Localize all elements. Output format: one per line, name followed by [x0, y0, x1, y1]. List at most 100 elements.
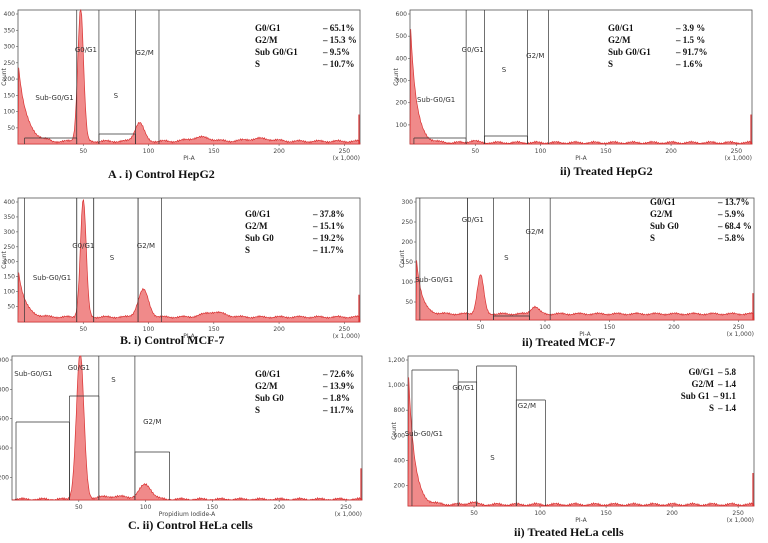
- y-axis-title: Count: [391, 421, 398, 439]
- stats-value: – 15.1%: [313, 221, 345, 231]
- stats-row: S – 1.6%: [608, 58, 708, 70]
- x-tick-label: 250: [339, 148, 351, 155]
- panel-control-hela: 1,000 800 600 400 200 Count 50 100 150 200 250 Prop…: [0, 352, 380, 543]
- stats-label: G2/M: [650, 209, 673, 219]
- stats-label: S: [708, 403, 714, 413]
- stats-value: – 15.3 %: [323, 35, 357, 45]
- stats-row: G2/M – 13.9%: [255, 380, 355, 392]
- x-tick-label: 50: [79, 326, 87, 333]
- stats-row: G2/M – 1.4: [646, 378, 737, 390]
- stats-value: – 91.7%: [676, 47, 708, 57]
- stats-value: – 13.7%: [718, 197, 750, 207]
- y-tick-label: 100: [402, 279, 414, 286]
- x-tick-label: 200: [273, 504, 285, 511]
- stats-row: S – 10.7%: [255, 58, 357, 70]
- x-tick-label: 100: [535, 148, 547, 155]
- stats-value: – 1.6%: [676, 59, 703, 69]
- stats-label: G0/G1: [650, 197, 676, 207]
- gate-label: S: [504, 254, 509, 262]
- stats-row: G0/G1 – 13.7%: [650, 196, 752, 208]
- gate-label: S: [111, 376, 116, 384]
- x-tick-label: 150: [207, 504, 219, 511]
- y-tick-label: 100: [396, 122, 408, 129]
- gate-label: Sub-G0/G1: [33, 274, 71, 282]
- stats-row: Sub G0 – 1.8%: [255, 392, 355, 404]
- stats-label: S: [650, 233, 656, 243]
- stats-value: – 1.4: [718, 403, 736, 413]
- x-scale-note: (x 1,000): [727, 517, 754, 524]
- stats-value: – 1.5 %: [676, 35, 706, 45]
- y-axis-title: Count: [1, 250, 8, 268]
- stats-row: Sub G0 – 68.4 %: [650, 220, 752, 232]
- x-scale-note: (x 1,000): [333, 155, 360, 162]
- x-tick-label: 100: [534, 510, 546, 517]
- x-tick-label: 100: [140, 504, 152, 511]
- stats-box: G0/G1 – 72.6% G2/M – 13.9% Sub G0 – 1.8% S – 11…: [255, 368, 355, 416]
- gate-label: G2/M: [137, 242, 155, 250]
- gate-label: G0/G1: [68, 364, 90, 372]
- stats-row: S – 5.8%: [650, 232, 752, 244]
- gate-label: Sub-G0/G1: [14, 370, 52, 378]
- panel-control-hepg2: 400 350 300 250 200 150 100 50 Count 50 100 150 200 2…: [0, 0, 380, 185]
- stats-row: G0/G1 – 3.9 %: [608, 22, 708, 34]
- gate-label: G2/M: [135, 49, 153, 57]
- histogram-area: [407, 377, 755, 507]
- gate-label: G0/G1: [72, 242, 94, 250]
- y-tick-label: 300: [4, 44, 16, 51]
- x-scale-note: (x 1,000): [333, 333, 360, 340]
- stats-value: – 19.2%: [313, 233, 345, 243]
- stats-value: – 13.9%: [323, 381, 355, 391]
- stats-row: S – 11.7%: [245, 244, 345, 256]
- x-tick-label: 250: [732, 510, 744, 517]
- stats-row: Sub G0/G1 – 91.7%: [608, 46, 708, 58]
- panel-treated-mcf7: 300 250 200 150 100 50 Count 50 100 150 200 250 PI-A…: [392, 188, 768, 350]
- gate-label: G2/M: [526, 228, 544, 236]
- gate-label: G2/M: [526, 52, 544, 60]
- x-axis-title: PI-A: [575, 517, 587, 524]
- histogram-treated-hepg2: 600 500 400 300 200 100 Count 50 100 150 200 250 PI-…: [393, 9, 753, 162]
- stats-label: Sub G0/G1: [608, 47, 651, 57]
- y-tick-label: 400: [4, 11, 16, 18]
- stats-label: Sub G1: [680, 391, 710, 401]
- y-tick-label: 1,000: [0, 357, 9, 364]
- histogram-treated-hela: 1,200 1,000 800 600 400 200 Count 50 100 150 200 25…: [388, 355, 755, 524]
- stats-value: – 3.9 %: [676, 23, 706, 33]
- x-tick-label: 100: [539, 324, 551, 331]
- histogram-control-hela: 1,000 800 600 400 200 Count 50 100 150 200 250 Prop…: [0, 355, 363, 518]
- y-axis-title: Count: [393, 67, 400, 85]
- gate-label: G2/M: [143, 418, 161, 426]
- x-tick-label: 50: [79, 148, 87, 155]
- panel-control-mcf7: 400 350 300 250 200 150 100 50 Count 50 100 150 200 2…: [0, 190, 380, 350]
- stats-box: G0/G1– 3.9 % G2/M – 1.5 % Sub G0/G1– 91.7% S…: [608, 22, 708, 70]
- stats-label: S: [608, 59, 614, 69]
- y-tick-label: 500: [396, 33, 408, 40]
- stats-row: S – 11.7%: [255, 404, 355, 416]
- x-scale-note: (x 1,000): [725, 155, 752, 162]
- x-tick-label: 50: [471, 148, 479, 155]
- stats-row: Sub G1– 91.1: [646, 390, 736, 402]
- y-tick-label: 50: [405, 299, 413, 306]
- stats-value: – 11.7%: [313, 245, 345, 255]
- histogram-area: [409, 29, 753, 145]
- y-tick-label: 100: [4, 109, 16, 116]
- caption-treated-hepg2: ii) Treated HepG2: [560, 164, 653, 178]
- stats-label: S: [255, 59, 261, 69]
- stats-label: Sub G0: [255, 393, 284, 403]
- stats-label: G2/M: [608, 35, 631, 45]
- x-tick-label: 150: [604, 324, 616, 331]
- stats-row: G0/G1 – 5.8: [646, 366, 736, 378]
- stats-label: G0/G1: [688, 367, 714, 377]
- stats-value: – 9.5%: [323, 47, 350, 57]
- y-tick-label: 250: [4, 244, 16, 251]
- stats-label: Sub G0/G1: [255, 47, 298, 57]
- y-tick-label: 150: [402, 259, 414, 266]
- y-tick-label: 200: [4, 76, 16, 83]
- x-axis-title: PI-A: [183, 155, 195, 162]
- x-scale-note: (x 1,000): [727, 331, 754, 338]
- stats-value: – 68.4 %: [718, 221, 752, 231]
- histogram-control-mcf7: 400 350 300 250 200 150 100 50 Count 50 100 150 200 2…: [1, 197, 361, 340]
- x-tick-label: 200: [665, 148, 677, 155]
- x-tick-label: 150: [600, 148, 612, 155]
- y-tick-label: 800: [394, 407, 406, 414]
- stats-row: Sub G0/G1 – 9.5%: [255, 46, 357, 58]
